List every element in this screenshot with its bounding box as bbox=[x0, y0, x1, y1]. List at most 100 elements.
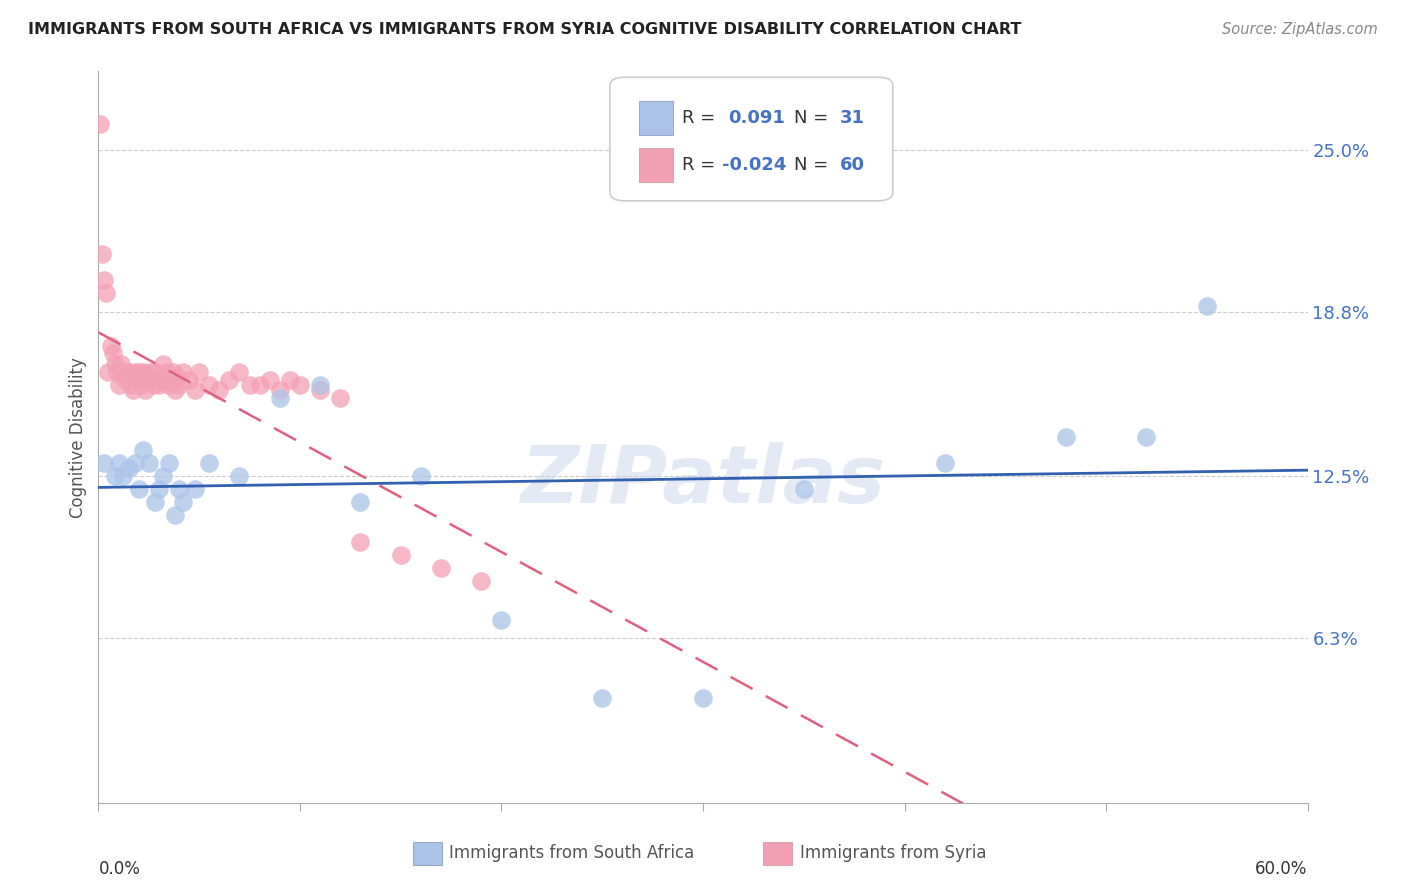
Point bbox=[120, 377, 142, 392]
Point bbox=[309, 377, 332, 392]
Point bbox=[162, 365, 184, 379]
Point bbox=[167, 483, 190, 497]
Point bbox=[134, 383, 156, 397]
Text: 60: 60 bbox=[839, 156, 865, 174]
Text: Source: ZipAtlas.com: Source: ZipAtlas.com bbox=[1222, 22, 1378, 37]
FancyBboxPatch shape bbox=[638, 102, 673, 135]
Text: ZIPatlas: ZIPatlas bbox=[520, 442, 886, 520]
Point bbox=[124, 365, 146, 379]
Point bbox=[156, 365, 179, 379]
Point bbox=[793, 483, 815, 497]
Point bbox=[135, 370, 157, 384]
Point bbox=[93, 273, 115, 287]
Point bbox=[107, 456, 129, 470]
FancyBboxPatch shape bbox=[763, 841, 793, 865]
Point bbox=[124, 456, 146, 470]
Point bbox=[228, 469, 250, 483]
Point bbox=[152, 357, 174, 371]
Point bbox=[167, 377, 190, 392]
Point bbox=[125, 373, 148, 387]
Point bbox=[152, 469, 174, 483]
Text: N =: N = bbox=[793, 156, 828, 174]
Y-axis label: Cognitive Disability: Cognitive Disability bbox=[69, 357, 87, 517]
Point bbox=[491, 613, 513, 627]
Point bbox=[184, 383, 207, 397]
Point bbox=[198, 377, 221, 392]
Text: Immigrants from Syria: Immigrants from Syria bbox=[800, 844, 986, 863]
Point bbox=[269, 383, 291, 397]
Text: N =: N = bbox=[793, 109, 828, 128]
Text: 31: 31 bbox=[839, 109, 865, 128]
Point bbox=[146, 370, 169, 384]
Point bbox=[100, 339, 122, 353]
Point bbox=[259, 373, 281, 387]
Point bbox=[128, 483, 150, 497]
Point bbox=[249, 377, 271, 392]
Point bbox=[114, 373, 136, 387]
Point bbox=[148, 483, 170, 497]
Point bbox=[184, 483, 207, 497]
Text: 60.0%: 60.0% bbox=[1256, 860, 1308, 879]
Point bbox=[163, 383, 186, 397]
Point bbox=[121, 383, 143, 397]
FancyBboxPatch shape bbox=[610, 78, 893, 201]
Point bbox=[172, 365, 194, 379]
Point bbox=[105, 365, 128, 379]
Point bbox=[118, 461, 141, 475]
Point bbox=[143, 495, 166, 509]
Point bbox=[148, 377, 170, 392]
Point bbox=[188, 365, 211, 379]
Point bbox=[101, 346, 124, 360]
Point bbox=[288, 377, 311, 392]
Point bbox=[96, 286, 118, 301]
Point bbox=[329, 391, 352, 405]
Point bbox=[110, 357, 132, 371]
Point bbox=[149, 373, 172, 387]
Point bbox=[198, 456, 221, 470]
Text: 0.091: 0.091 bbox=[728, 109, 786, 128]
Text: R =: R = bbox=[682, 109, 716, 128]
Text: IMMIGRANTS FROM SOUTH AFRICA VS IMMIGRANTS FROM SYRIA COGNITIVE DISABILITY CORRE: IMMIGRANTS FROM SOUTH AFRICA VS IMMIGRAN… bbox=[28, 22, 1022, 37]
Point bbox=[349, 495, 371, 509]
Point bbox=[111, 469, 134, 483]
Point bbox=[218, 373, 240, 387]
Point bbox=[1195, 300, 1218, 314]
Point bbox=[93, 456, 115, 470]
Point bbox=[228, 365, 250, 379]
FancyBboxPatch shape bbox=[638, 148, 673, 182]
Point bbox=[97, 365, 120, 379]
Point bbox=[278, 373, 301, 387]
Point bbox=[157, 456, 180, 470]
Point bbox=[269, 391, 291, 405]
Point bbox=[692, 691, 714, 706]
Point bbox=[138, 456, 160, 470]
Point bbox=[139, 365, 162, 379]
Point bbox=[103, 357, 125, 371]
Text: -0.024: -0.024 bbox=[723, 156, 787, 174]
Point bbox=[163, 508, 186, 523]
Point bbox=[430, 560, 453, 574]
Point bbox=[115, 365, 138, 379]
Point bbox=[143, 365, 166, 379]
Point bbox=[934, 456, 956, 470]
Point bbox=[166, 370, 188, 384]
Point bbox=[89, 117, 111, 131]
Text: R =: R = bbox=[682, 156, 716, 174]
Point bbox=[103, 469, 125, 483]
Point bbox=[160, 373, 183, 387]
Point bbox=[208, 383, 231, 397]
Point bbox=[153, 373, 176, 387]
Point bbox=[179, 373, 201, 387]
Point bbox=[142, 377, 165, 392]
Point bbox=[128, 365, 150, 379]
Point bbox=[129, 377, 152, 392]
Point bbox=[389, 548, 412, 562]
Point bbox=[118, 365, 141, 379]
Point bbox=[239, 377, 262, 392]
FancyBboxPatch shape bbox=[413, 841, 441, 865]
Point bbox=[172, 495, 194, 509]
Point bbox=[1054, 430, 1077, 444]
Point bbox=[409, 469, 432, 483]
Point bbox=[470, 574, 492, 588]
Point bbox=[591, 691, 613, 706]
